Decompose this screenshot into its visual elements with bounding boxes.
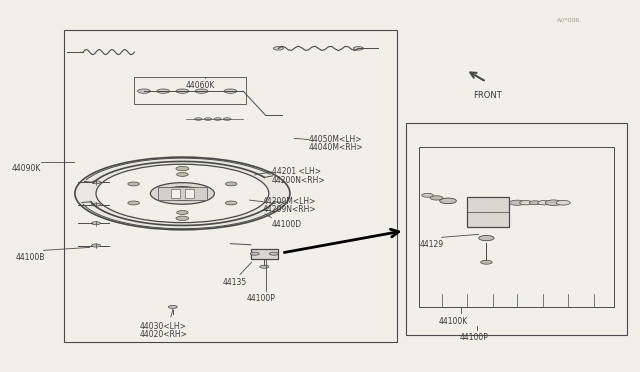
Text: 44100P: 44100P: [460, 333, 488, 342]
Ellipse shape: [250, 252, 259, 255]
Ellipse shape: [529, 201, 541, 205]
Ellipse shape: [269, 252, 278, 255]
Ellipse shape: [75, 157, 290, 230]
Ellipse shape: [440, 198, 456, 204]
Ellipse shape: [509, 200, 525, 205]
Ellipse shape: [538, 201, 550, 205]
Ellipse shape: [422, 193, 433, 197]
Ellipse shape: [177, 211, 188, 214]
Ellipse shape: [138, 89, 150, 93]
Ellipse shape: [176, 166, 189, 171]
Text: 44100K: 44100K: [438, 317, 468, 326]
Ellipse shape: [545, 200, 562, 206]
Ellipse shape: [214, 118, 221, 120]
Ellipse shape: [177, 173, 188, 176]
Ellipse shape: [195, 89, 208, 93]
Ellipse shape: [273, 46, 284, 50]
Ellipse shape: [92, 244, 100, 247]
Text: 44135: 44135: [223, 278, 247, 287]
Ellipse shape: [481, 260, 492, 264]
Ellipse shape: [223, 118, 231, 120]
Ellipse shape: [157, 89, 170, 93]
Bar: [185, 189, 194, 198]
Bar: [251, 249, 278, 259]
Text: A//*006.: A//*006.: [557, 18, 582, 23]
Ellipse shape: [176, 89, 189, 93]
Text: 44040M<RH>: 44040M<RH>: [308, 143, 363, 152]
Text: 44209M<LH>: 44209M<LH>: [262, 197, 316, 206]
Ellipse shape: [168, 305, 177, 308]
Ellipse shape: [150, 183, 214, 204]
Text: 44090K: 44090K: [12, 164, 41, 173]
Text: FRONT: FRONT: [474, 91, 502, 100]
Ellipse shape: [204, 118, 212, 120]
Text: 44129: 44129: [419, 240, 444, 249]
Ellipse shape: [176, 216, 189, 221]
Bar: [134, 77, 246, 104]
Text: 44020<RH>: 44020<RH>: [140, 330, 188, 339]
Ellipse shape: [128, 201, 140, 205]
Text: 44100B: 44100B: [16, 253, 45, 262]
Ellipse shape: [162, 186, 203, 201]
Ellipse shape: [353, 46, 364, 50]
Ellipse shape: [260, 265, 269, 268]
Ellipse shape: [128, 182, 140, 186]
Bar: [467, 197, 509, 227]
Ellipse shape: [479, 235, 494, 241]
Ellipse shape: [556, 201, 570, 205]
Bar: [171, 189, 180, 198]
Ellipse shape: [92, 181, 100, 184]
Ellipse shape: [225, 201, 237, 205]
Ellipse shape: [430, 196, 443, 200]
Text: 44060K: 44060K: [186, 81, 215, 90]
Text: 44200N<RH>: 44200N<RH>: [272, 176, 326, 185]
Text: 44209N<RH>: 44209N<RH>: [262, 205, 316, 214]
Ellipse shape: [195, 118, 202, 120]
Text: 44100D: 44100D: [272, 220, 302, 229]
Ellipse shape: [225, 182, 237, 186]
Ellipse shape: [96, 164, 269, 222]
Bar: [406, 123, 627, 335]
Text: 44100P: 44100P: [246, 294, 275, 303]
Bar: [158, 187, 207, 200]
Text: 44201 <LH>: 44201 <LH>: [272, 167, 321, 176]
Ellipse shape: [520, 201, 532, 205]
Ellipse shape: [92, 222, 100, 225]
Ellipse shape: [224, 89, 237, 93]
Text: 44050M<LH>: 44050M<LH>: [308, 135, 362, 144]
Bar: [64, 30, 397, 342]
Ellipse shape: [92, 203, 100, 206]
Text: 44030<LH>: 44030<LH>: [140, 322, 186, 331]
Bar: [419, 147, 614, 307]
